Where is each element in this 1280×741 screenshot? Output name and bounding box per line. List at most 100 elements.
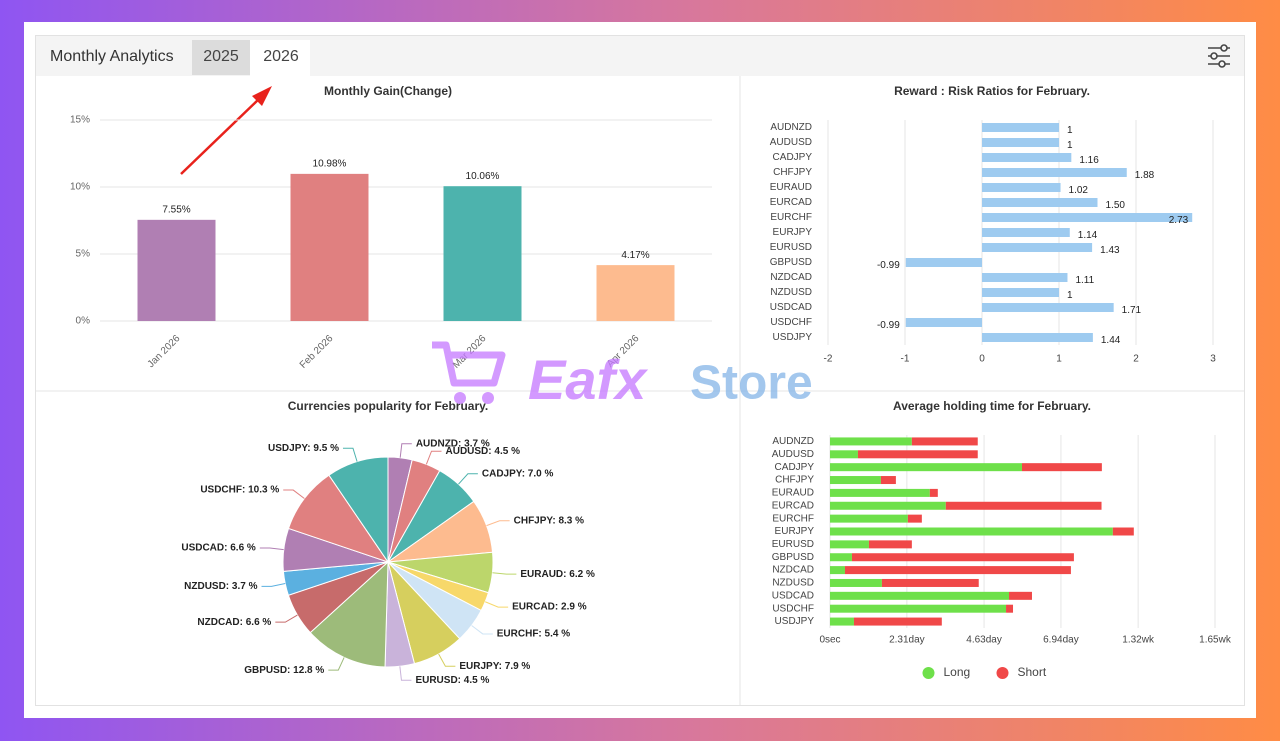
y-tick-label: CADJPY [775, 462, 815, 473]
slice-label: NZDUSD: 3.7 % [184, 581, 257, 592]
leader-line [328, 657, 345, 671]
value-label: 1 [1067, 125, 1073, 136]
legend-marker [996, 667, 1009, 679]
bar [982, 273, 1068, 282]
x-tick-label: 0 [979, 354, 985, 365]
legend-label: Long [944, 665, 971, 679]
bar [982, 183, 1061, 192]
leader-line [492, 572, 517, 575]
bar [982, 288, 1059, 297]
leader-line [458, 473, 478, 485]
value-label: 1.44 [1101, 335, 1121, 346]
slice-label: USDCAD: 6.6 % [181, 543, 256, 554]
value-label: 1.14 [1078, 230, 1098, 241]
bar-segment [830, 604, 1007, 613]
y-tick-label: EURUSD [770, 242, 812, 253]
y-tick-label: 5% [76, 249, 91, 260]
tab-label[interactable]: 2026 [263, 48, 299, 65]
bar-segment [868, 540, 912, 549]
slice-label: GBPUSD: 12.8 % [244, 665, 324, 676]
watermark-suffix: Store [690, 357, 813, 410]
bar [982, 168, 1127, 177]
slice-label: USDCHF: 10.3 % [200, 485, 279, 496]
bar [596, 265, 675, 321]
y-tick-label: GBPUSD [772, 552, 814, 563]
y-tick-label: EURAUD [772, 488, 814, 499]
bar [982, 198, 1098, 207]
x-tick-label: 2 [1133, 354, 1139, 365]
y-tick-label: EURCAD [770, 197, 812, 208]
bar-segment [929, 488, 938, 497]
value-label: -0.99 [877, 320, 900, 331]
value-label: 1.43 [1100, 245, 1120, 256]
bar-segment [830, 578, 882, 587]
y-tick-label: USDCAD [772, 590, 814, 601]
x-tick-label: 1 [1056, 354, 1062, 365]
bar [982, 333, 1093, 342]
bar-segment [844, 566, 1071, 575]
slice-label: CHFJPY: 8.3 % [514, 515, 584, 526]
slice-label: AUDNZD: 3.7 % [416, 438, 490, 449]
leader-line [425, 450, 442, 465]
chart-title: Monthly Gain(Change) [324, 84, 452, 98]
y-tick-label: CHFJPY [775, 475, 814, 486]
y-tick-label: AUDNZD [772, 436, 814, 447]
y-tick-label: USDCHF [772, 603, 814, 614]
header-title: Monthly Analytics [50, 48, 174, 65]
tab-2026[interactable] [250, 40, 310, 76]
leader-line [342, 447, 358, 462]
leader-line [486, 520, 510, 527]
bar [982, 228, 1070, 237]
slice-label: EURUSD: 4.5 % [415, 675, 489, 686]
bar-segment [911, 437, 978, 446]
chart-title: Reward : Risk Ratios for February. [894, 84, 1090, 98]
bar [905, 318, 982, 327]
bar-segment [851, 553, 1074, 562]
value-label: 1 [1067, 140, 1073, 151]
slice-label: EURJPY: 7.9 % [459, 661, 530, 672]
annotation-arrow [180, 86, 272, 175]
y-tick-label: GBPUSD [770, 257, 812, 268]
x-tick-label: 0sec [819, 635, 840, 646]
x-tick-label: -1 [901, 354, 910, 365]
bar-segment [1006, 604, 1014, 613]
x-tick-label: 3 [1210, 354, 1216, 365]
y-tick-label: NZDUSD [772, 578, 814, 589]
bar-segment [830, 450, 858, 459]
leader-line [275, 614, 298, 623]
watermark-brand: Eafx [528, 348, 649, 411]
y-tick-label: NZDUSD [770, 287, 812, 298]
value-label: 10.06% [466, 171, 500, 182]
charts: Monthly Gain(Change)0%5%10%15%7.55%Jan 2… [70, 84, 1232, 686]
tab-label[interactable]: 2025 [203, 48, 239, 65]
y-tick-label: 15% [70, 115, 90, 126]
bar-segment [1022, 463, 1102, 472]
leader-line [399, 666, 412, 681]
slice-label: NZDCAD: 6.6 % [197, 617, 271, 628]
slice-label: CADJPY: 7.0 % [482, 468, 554, 479]
y-tick-label: NZDCAD [772, 565, 814, 576]
bar-segment [830, 553, 852, 562]
legend-label: Short [1018, 665, 1047, 679]
bar-segment [853, 617, 942, 626]
y-tick-label: EURCHF [770, 212, 812, 223]
y-tick-label: USDJPY [773, 332, 813, 343]
bar-segment [830, 540, 869, 549]
bar-segment [1112, 527, 1134, 536]
y-tick-label: CADJPY [773, 152, 813, 163]
leader-line [399, 443, 412, 458]
value-label: 7.55% [162, 204, 190, 215]
bar [905, 258, 982, 267]
settings-icon[interactable] [1208, 44, 1230, 68]
y-tick-label: EURJPY [775, 526, 815, 537]
y-tick-label: EURCAD [772, 500, 814, 511]
bar [290, 173, 369, 321]
tab-2025[interactable] [192, 40, 250, 75]
bar-segment [830, 437, 912, 446]
bar-segment [857, 450, 978, 459]
value-label: 1.11 [1075, 275, 1094, 286]
y-tick-label: NZDCAD [770, 272, 812, 283]
leader-line [438, 653, 456, 667]
x-tick-label: 2.31day [889, 635, 925, 646]
value-label: 2.73 [1169, 215, 1189, 226]
